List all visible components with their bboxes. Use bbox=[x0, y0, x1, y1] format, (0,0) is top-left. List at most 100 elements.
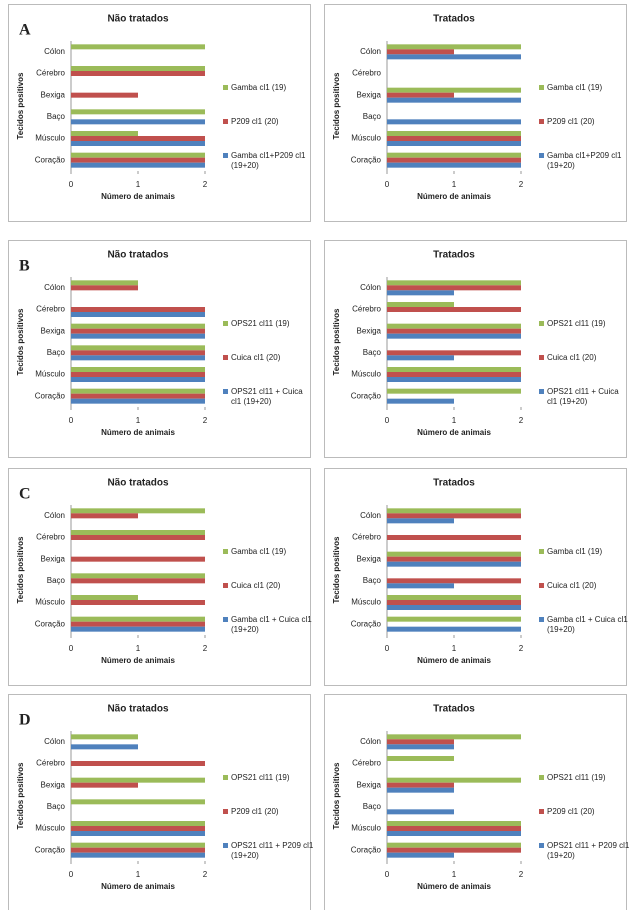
bar bbox=[71, 761, 205, 766]
y-tick-label: Coração bbox=[351, 845, 382, 854]
bar bbox=[71, 578, 205, 584]
bar bbox=[387, 388, 521, 394]
bar bbox=[387, 513, 521, 519]
bar bbox=[387, 777, 521, 783]
y-tick-label: Baço bbox=[363, 576, 382, 585]
bar bbox=[71, 744, 138, 750]
legend-label: Cuica cl1 (20) bbox=[547, 581, 597, 590]
y-tick-label: Bexiga bbox=[357, 554, 382, 563]
y-tick-label: Bexiga bbox=[41, 90, 66, 99]
panel-label: C bbox=[19, 486, 31, 503]
bar bbox=[387, 831, 521, 836]
y-axis-title: Tecidos positivos bbox=[332, 536, 341, 604]
bar bbox=[387, 157, 521, 163]
legend-swatch bbox=[223, 843, 228, 848]
bar bbox=[387, 355, 454, 361]
x-tick-label: 2 bbox=[203, 870, 208, 879]
bar bbox=[71, 367, 205, 372]
x-tick-label: 2 bbox=[519, 644, 524, 653]
x-tick-label: 0 bbox=[385, 416, 390, 425]
x-tick-label: 1 bbox=[136, 870, 141, 879]
bar bbox=[387, 280, 521, 286]
bar bbox=[387, 302, 454, 307]
x-tick-label: 0 bbox=[385, 870, 390, 879]
bar bbox=[71, 119, 205, 125]
y-tick-label: Músculo bbox=[351, 598, 381, 607]
legend-item: Gamba cl1 (19) bbox=[539, 83, 631, 93]
legend-item: Gamba cl1+P209 cl1 (19+20) bbox=[223, 151, 315, 171]
legend-item: OPS21 cl11 + P209 cl1 (19+20) bbox=[539, 841, 631, 861]
bar bbox=[71, 323, 205, 329]
y-tick-label: Coração bbox=[35, 845, 66, 854]
y-tick-label: Músculo bbox=[351, 370, 381, 379]
bar bbox=[71, 92, 138, 98]
chart-title: Tratados bbox=[433, 704, 475, 715]
bar bbox=[71, 152, 205, 158]
y-tick-label: Coração bbox=[35, 155, 66, 164]
chart-title: Não tratados bbox=[107, 14, 169, 25]
bar bbox=[387, 556, 521, 562]
legend-item: P209 cl1 (20) bbox=[223, 807, 315, 817]
chart-panel: Tratados Número de animais Tecidos positiv… bbox=[324, 4, 627, 222]
x-tick-label: 2 bbox=[203, 416, 208, 425]
bar bbox=[387, 290, 454, 296]
bar bbox=[71, 600, 205, 605]
bar bbox=[387, 398, 454, 404]
legend-swatch bbox=[223, 321, 228, 326]
legend-label: Gamba cl1 (19) bbox=[547, 83, 603, 92]
legend-item: Gamba cl1 (19) bbox=[223, 83, 315, 93]
y-tick-label: Bexiga bbox=[41, 326, 66, 335]
bar bbox=[387, 583, 454, 589]
bar bbox=[387, 626, 521, 632]
bar bbox=[71, 131, 138, 136]
chart: Tratados Número de animais Tecidos positiv… bbox=[332, 704, 524, 891]
bar bbox=[387, 119, 521, 125]
y-tick-label: Cérebro bbox=[36, 69, 65, 78]
bar bbox=[71, 595, 138, 600]
y-tick-label: Cólon bbox=[360, 283, 381, 292]
bar bbox=[71, 388, 205, 394]
bar bbox=[387, 307, 521, 312]
legend-swatch bbox=[223, 583, 228, 588]
panel-label: B bbox=[19, 258, 30, 275]
bar bbox=[387, 535, 521, 540]
bar bbox=[387, 54, 521, 60]
y-tick-label: Músculo bbox=[35, 134, 65, 143]
bar bbox=[387, 350, 521, 356]
legend-label: Gamba cl1 (19) bbox=[231, 547, 287, 556]
chart-title: Tratados bbox=[433, 14, 475, 25]
x-tick-label: 1 bbox=[136, 416, 141, 425]
bar bbox=[387, 285, 521, 291]
y-tick-label: Baço bbox=[47, 576, 66, 585]
legend-item: OPS21 cl11 (19) bbox=[223, 773, 315, 783]
bar bbox=[387, 787, 454, 793]
x-tick-label: 1 bbox=[452, 644, 457, 653]
y-tick-label: Músculo bbox=[351, 134, 381, 143]
y-tick-label: Baço bbox=[363, 348, 382, 357]
y-tick-label: Bexiga bbox=[357, 780, 382, 789]
legend-swatch bbox=[539, 843, 544, 848]
y-tick-label: Cólon bbox=[360, 737, 381, 746]
legend-label: OPS21 cl11 (19) bbox=[547, 319, 606, 328]
y-tick-label: Cólon bbox=[44, 47, 65, 56]
bar bbox=[71, 312, 205, 317]
chart-panel: B Não tratados Número de animais Tecidos po… bbox=[8, 240, 311, 458]
y-tick-label: Coração bbox=[35, 391, 66, 400]
y-tick-label: Cérebro bbox=[352, 759, 381, 768]
chart: Tratados Número de animais Tecidos positiv… bbox=[332, 478, 524, 665]
legend-item: OPS21 cl11 (19) bbox=[539, 319, 631, 329]
legend-label: P209 cl1 (20) bbox=[547, 117, 595, 126]
legend-swatch bbox=[539, 389, 544, 394]
y-tick-label: Bexiga bbox=[41, 780, 66, 789]
bar bbox=[71, 852, 205, 858]
legend-swatch bbox=[539, 85, 544, 90]
legend-swatch bbox=[539, 583, 544, 588]
bar bbox=[387, 518, 454, 524]
y-tick-label: Bexiga bbox=[357, 90, 382, 99]
y-tick-label: Bexiga bbox=[357, 326, 382, 335]
panel-label: D bbox=[19, 712, 31, 729]
chart-title: Tratados bbox=[433, 478, 475, 489]
legend-swatch bbox=[539, 809, 544, 814]
legend-label: Gamba cl1 (19) bbox=[547, 547, 603, 556]
